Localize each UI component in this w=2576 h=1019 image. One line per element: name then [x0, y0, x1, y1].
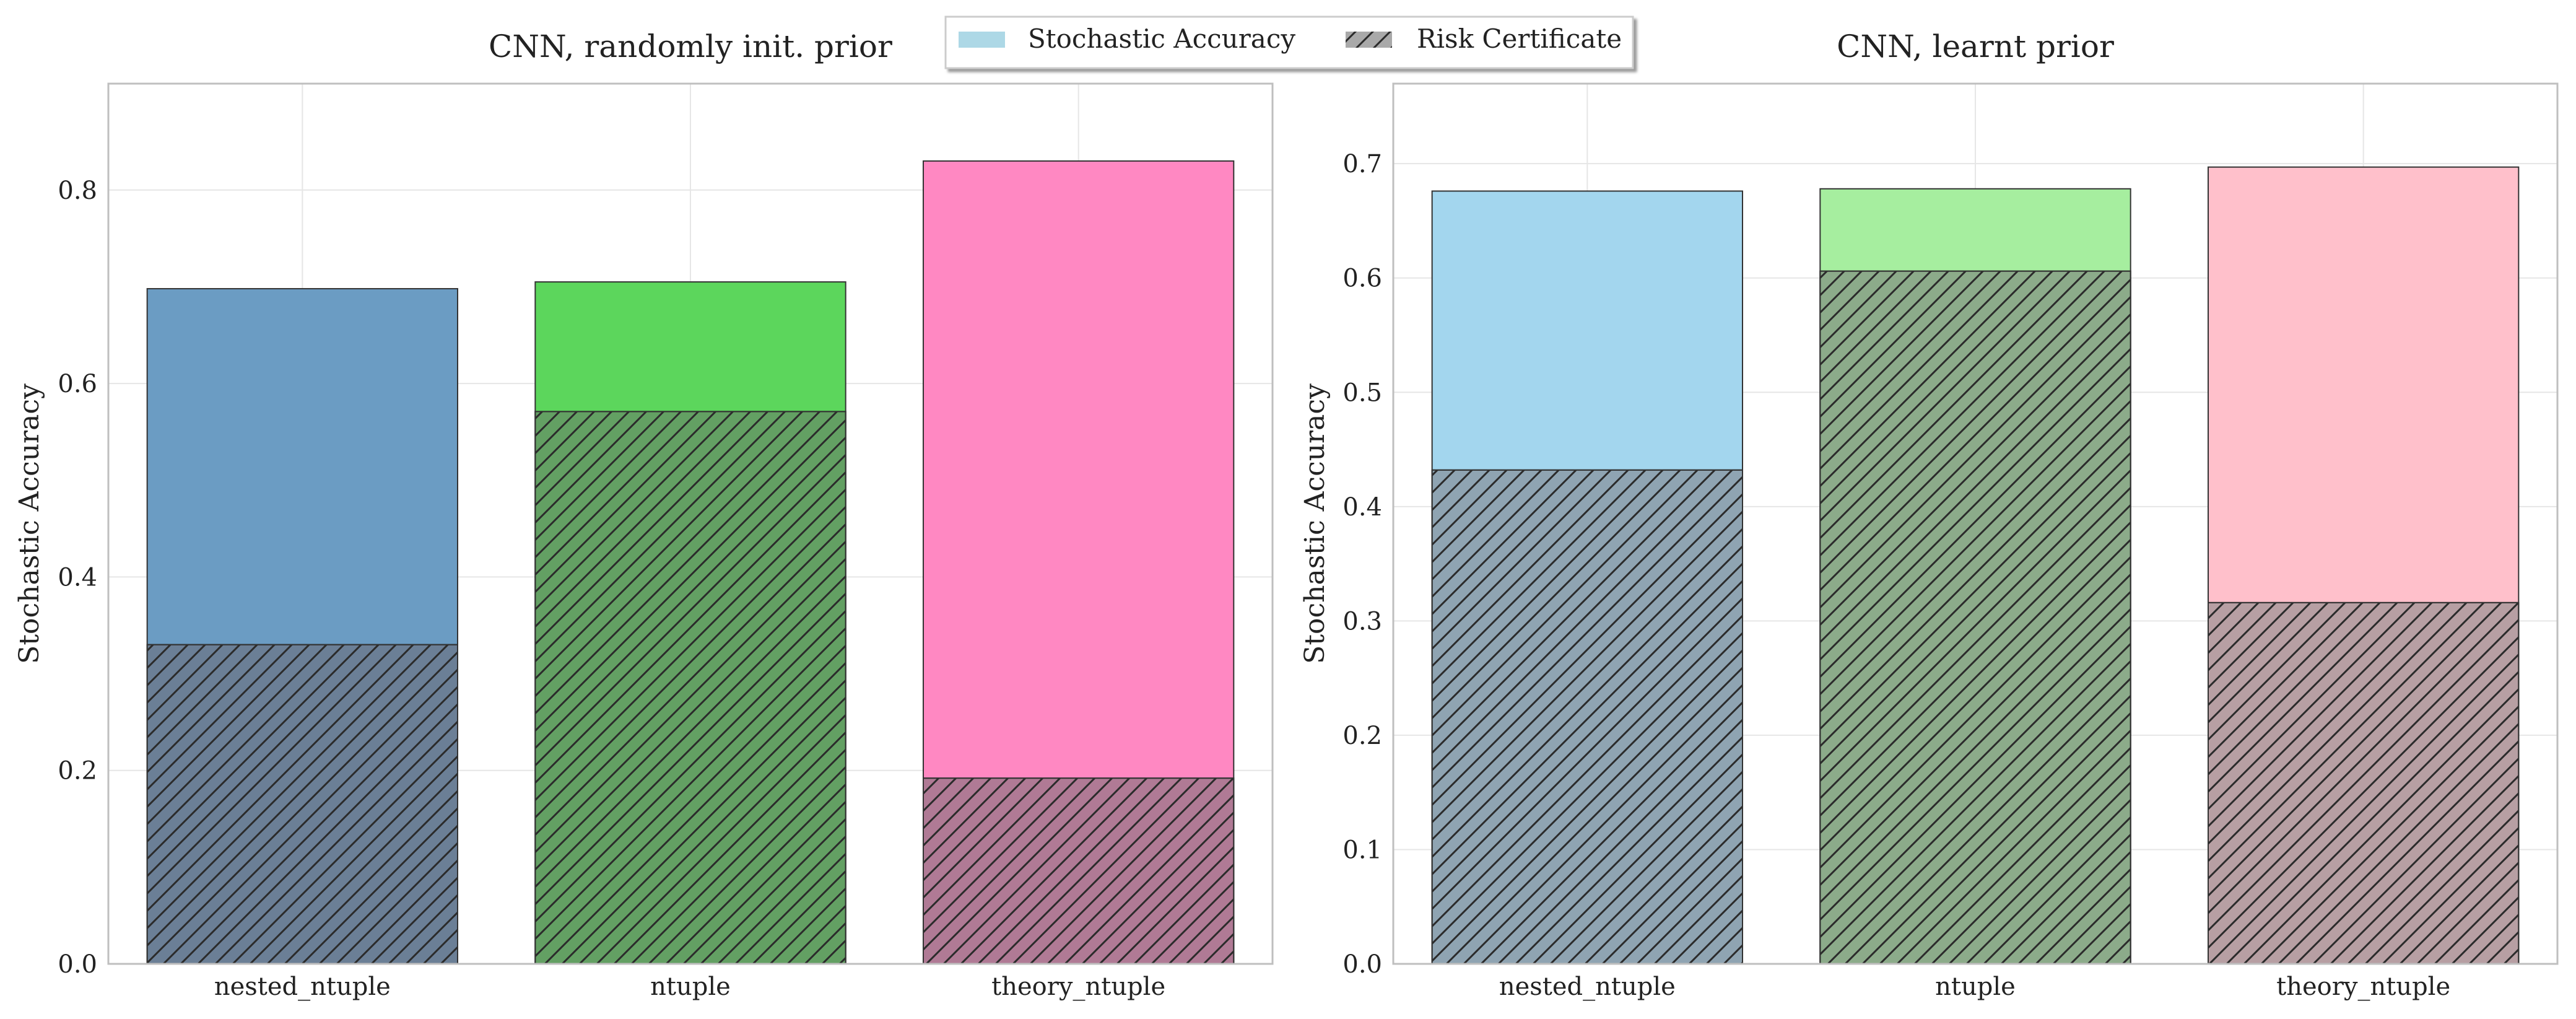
x-tick-label-theory-ntuple: theory_ntuple	[991, 973, 1165, 1001]
legend: Stochastic Accuracy Risk Certificate	[944, 15, 1634, 69]
y-tick-label: 0.3	[1342, 607, 1382, 636]
left-chart-panel: 0.0 0.2 0.4 0.6 0.8 nested_ntuple ntuple theory…	[14, 28, 1274, 1001]
y-tick-label: 0.8	[58, 177, 97, 205]
bar-risk-certificate-hatch-theory-ntuple	[923, 777, 1235, 964]
y-tick-label: 0.0	[1342, 950, 1382, 979]
bar-risk-certificate-hatch-theory-ntuple	[2208, 601, 2520, 964]
y-tick-label: 0.5	[1342, 378, 1382, 407]
y-tick-label: 0.6	[1342, 265, 1382, 293]
y-tick-label: 0.6	[58, 370, 97, 398]
bar-risk-certificate-hatch-ntuple	[1819, 270, 2131, 964]
y-tick-label: 0.4	[1342, 493, 1382, 522]
y-tick-label: 0.2	[58, 757, 97, 785]
right-chart-panel: 0.0 0.1 0.2 0.3 0.4 0.5 0.6 0.7 nested_ntuple ntu…	[1299, 28, 2559, 1001]
x-tick-label-ntuple: ntuple	[650, 973, 731, 1001]
legend-label-risk-certificate: Risk Certificate	[1417, 24, 1622, 54]
x-tick-label-nested-ntuple: nested_ntuple	[214, 973, 391, 1001]
legend-swatch-risk-certificate-hatch	[1346, 32, 1392, 48]
x-tick-label-nested-ntuple: nested_ntuple	[1499, 973, 1676, 1001]
x-tick-label-theory-ntuple: theory_ntuple	[2276, 973, 2450, 1001]
y-tick-label: 0.0	[58, 950, 97, 979]
y-tick-label: 0.7	[1342, 150, 1382, 178]
plot-frame	[1392, 82, 2559, 965]
legend-frame	[944, 15, 1634, 69]
legend-swatch-stochastic-accuracy	[959, 32, 1005, 48]
bar-risk-certificate-hatch-ntuple	[534, 411, 846, 964]
x-tick-label-ntuple: ntuple	[1935, 973, 2016, 1001]
legend-label-stochastic-accuracy: Stochastic Accuracy	[1028, 24, 1295, 54]
bar-risk-certificate-hatch-nested-ntuple	[146, 644, 459, 964]
y-tick-label: 0.1	[1342, 836, 1382, 864]
bar-risk-certificate-hatch-nested-ntuple	[1431, 469, 1744, 964]
plot-frame	[107, 82, 1274, 965]
y-tick-label: 0.4	[58, 563, 97, 592]
chart-title: CNN, learnt prior	[1837, 28, 2114, 64]
y-axis-label: Stochastic Accuracy	[1299, 383, 1331, 664]
y-axis-label: Stochastic Accuracy	[14, 383, 45, 664]
y-tick-label: 0.2	[1342, 722, 1382, 750]
chart-title: CNN, randomly init. prior	[489, 28, 892, 64]
